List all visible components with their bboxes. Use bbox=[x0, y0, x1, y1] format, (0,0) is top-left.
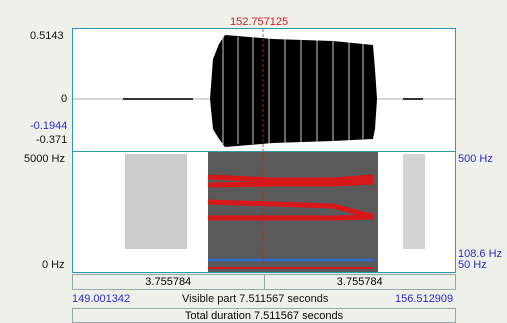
noise-segment bbox=[123, 98, 193, 100]
total-duration-bar[interactable]: Total duration 7.511567 seconds bbox=[72, 308, 456, 323]
spectrogram-min-freq-label: 0 Hz bbox=[42, 259, 65, 271]
waveform-max-label: 0.5143 bbox=[30, 30, 64, 42]
spectrogram-svg bbox=[125, 152, 425, 272]
spectrogram-energy bbox=[125, 154, 187, 249]
pitch-max-label: 500 Hz bbox=[458, 153, 493, 165]
right-duration[interactable]: 3.755784 bbox=[336, 276, 383, 288]
start-time-label[interactable]: 149.001342 bbox=[72, 293, 131, 305]
left-duration[interactable]: 3.755784 bbox=[145, 276, 192, 288]
voiced-segment bbox=[210, 35, 377, 147]
end-time-label[interactable]: 156.512909 bbox=[395, 293, 454, 305]
cursor-separator bbox=[263, 275, 265, 289]
spectrogram-max-freq-label: 5000 Hz bbox=[24, 153, 65, 165]
spectrogram-energy bbox=[403, 154, 425, 249]
selection-duration-bar[interactable]: 3.755784 3.755784 bbox=[72, 274, 456, 290]
pitch-min-label: 50 Hz bbox=[458, 259, 487, 271]
visible-part-label[interactable]: Visible part 7.511567 seconds bbox=[182, 293, 329, 305]
total-duration-label[interactable]: Total duration 7.511567 seconds bbox=[184, 309, 344, 322]
waveform-svg bbox=[73, 29, 455, 151]
waveform-zero-label: 0 bbox=[61, 93, 68, 105]
sound-editor-panel[interactable] bbox=[72, 28, 456, 273]
waveform-cursor-amplitude-label: -0.1944 bbox=[30, 120, 68, 132]
spectrogram-view[interactable] bbox=[73, 152, 455, 272]
formant-tracks bbox=[207, 174, 374, 221]
noise-segment bbox=[403, 98, 423, 100]
waveform-min-label: -0.371 bbox=[36, 134, 68, 146]
pitch-cursor-label: 108.6 Hz bbox=[458, 248, 503, 260]
cursor-time-label: 152.757125 bbox=[230, 16, 289, 28]
waveform-view[interactable] bbox=[73, 29, 455, 152]
